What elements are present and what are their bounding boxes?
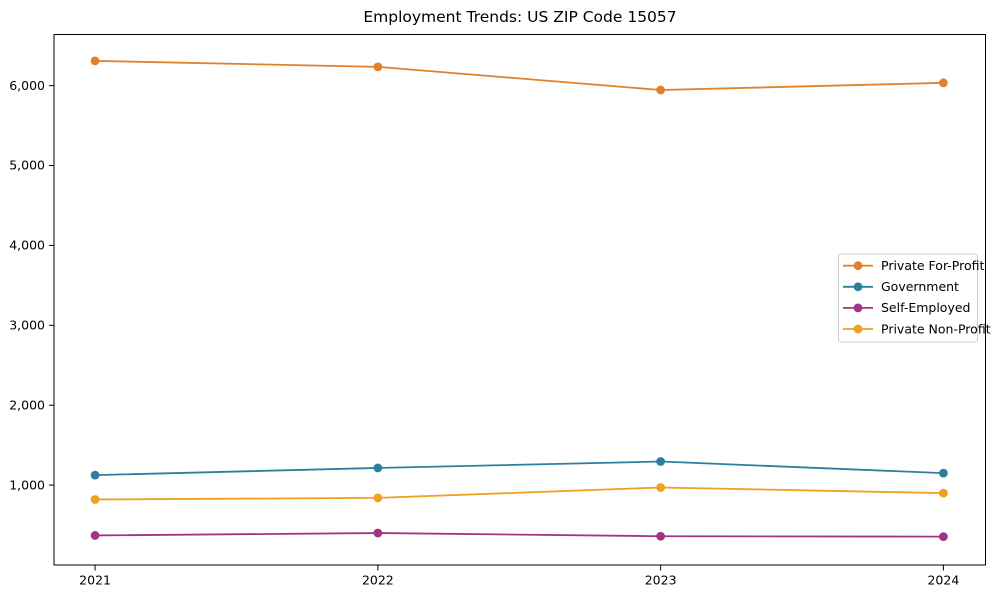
data-point-private-non-profit	[373, 493, 383, 503]
plot-area-border	[53, 34, 986, 566]
y-axis-tick-label: 5,000	[9, 158, 45, 173]
data-point-private-non-profit	[939, 488, 948, 498]
legend: Private For-Profit Government Self-Employe…	[838, 253, 991, 343]
series-line-government	[95, 460, 944, 477]
data-point-government	[90, 470, 100, 480]
legend-item-label: Self-Employed	[881, 300, 970, 315]
data-point-government	[656, 457, 666, 466]
series-line-self-employed	[95, 532, 944, 538]
data-point-government	[373, 463, 383, 473]
legend-item-label: Private For-Profit	[881, 258, 984, 273]
data-point-private-for-profit	[939, 78, 948, 88]
legend-item-label: Government	[881, 279, 959, 294]
y-axis-tick-label: 2,000	[9, 397, 45, 412]
data-point-self-employed	[656, 531, 666, 541]
series-line-private-non-profit	[95, 486, 944, 501]
x-axis-tick-label: 2023	[645, 573, 677, 588]
data-point-self-employed	[939, 532, 948, 542]
x-axis-tick-label: 2024	[927, 573, 959, 588]
chart-title: Employment Trends: US ZIP Code 15057	[363, 8, 676, 26]
series-line-private-for-profit	[95, 59, 944, 91]
legend-marker-dot	[853, 324, 863, 334]
data-point-private-for-profit	[373, 62, 383, 72]
legend-item: Self-Employed	[843, 300, 970, 315]
data-point-private-for-profit	[90, 56, 100, 66]
y-axis-tick-label: 1,000	[9, 477, 45, 492]
data-point-self-employed	[90, 531, 100, 540]
data-point-private-non-profit	[90, 495, 100, 504]
y-axis-tick-label: 6,000	[9, 78, 45, 93]
axes: 1,000 2,000 3,000 4,000 5,000 6,000 2021 2022 20…	[9, 34, 986, 588]
data-point-government	[939, 468, 948, 478]
y-axis-tick-label: 4,000	[9, 238, 45, 253]
legend-item: Government	[843, 279, 959, 294]
legend-marker-dot	[853, 303, 863, 313]
y-axis-tick-label: 3,000	[9, 318, 45, 333]
legend-item-label: Private Non-Profit	[881, 321, 991, 336]
x-axis-tick-label: 2022	[362, 573, 394, 588]
legend-marker-dot	[853, 282, 863, 292]
legend-box	[838, 253, 978, 343]
data-point-self-employed	[373, 528, 383, 538]
legend-item: Private For-Profit	[843, 258, 984, 273]
data-point-private-non-profit	[656, 483, 666, 492]
x-axis-tick-label: 2021	[79, 573, 111, 588]
legend-item: Private Non-Profit	[843, 321, 991, 336]
legend-marker-dot	[853, 261, 863, 271]
series-group	[90, 56, 948, 542]
data-point-private-for-profit	[656, 85, 666, 95]
